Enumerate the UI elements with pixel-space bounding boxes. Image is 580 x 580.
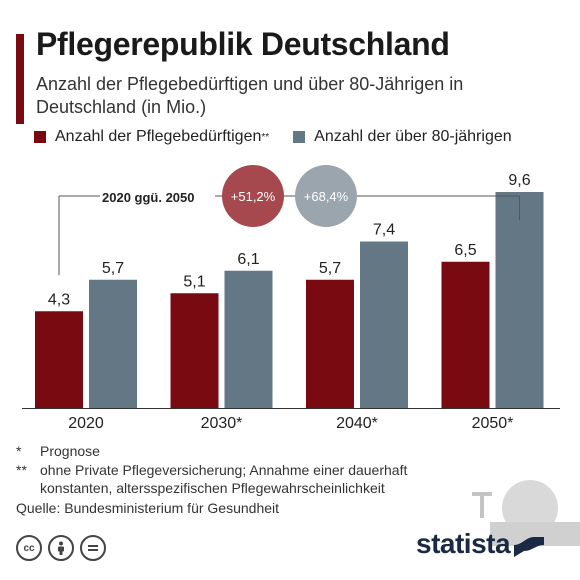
legend-label-series2: Anzahl der über 80-jährigen [314,128,512,145]
legend-item-ueber-80: Anzahl der über 80-jährigen [293,128,512,146]
data-label-1-2050: 6,5 [454,242,476,259]
bar-1-2030 [170,293,219,408]
watermark-logo [472,480,580,546]
legend-swatch-series1 [34,131,46,143]
accent-bar [16,34,24,124]
data-label-2-2040: 7,4 [373,222,395,239]
footnote-2-text: ohne Private Pflegeversicherung; Annahme… [40,461,408,497]
x-tick-label-2050: 2050* [472,415,514,432]
bar-1-2040 [306,279,354,408]
footnotes: * Prognose ** ohne Private Pflegeversich… [16,442,470,517]
chart-subtitle: Anzahl der Pflegebedürftigen und über 80… [36,74,464,117]
x-tick-label-2020: 2020 [68,415,104,432]
legend-swatch-series2 [293,131,306,143]
source-note: Quelle: Bundesministerium für Gesundheit [16,499,280,516]
bar-2-2030 [224,270,273,408]
statista-logo[interactable]: statista [416,528,545,560]
change-badge-label-2: +68,4% [304,189,349,204]
footnote-1-mark: * [16,443,22,459]
data-label-2-2050: 9,6 [508,172,530,189]
data-label-1-2030: 5,1 [183,273,205,290]
data-label-2-2020: 5,7 [102,260,124,277]
legend-item-pflegebeduerftige: Anzahl der Pflegebedürftigen ** [34,128,269,146]
legend-footnote-marker: ** [261,131,270,143]
bar-2-2020 [89,279,137,408]
footnote-1-text: Prognose [40,443,100,459]
statista-mark-icon [514,537,545,557]
x-tick-label-2040: 2040* [336,415,378,432]
annotation-label: 2020 ggü. 2050 [102,190,195,205]
legend-label-series1: Anzahl der Pflegebedürftigen [55,128,262,145]
bar-chart: 4,3 5,7 2020 5,1 6,1 2030* 5,7 7,4 2040* 6,5 9,6 20… [22,165,560,432]
bar-1-2020 [35,311,83,408]
data-label-2-2030: 6,1 [237,251,259,268]
attribution-icon [48,535,74,561]
change-badge-1 [222,165,284,227]
bar-1-2050 [441,261,490,408]
cc-icon: cc [16,535,42,561]
chart-title: Pflegerepublik Deutschland [36,26,450,62]
data-label-1-2040: 5,7 [319,260,341,277]
footnote-2-mark: ** [16,461,27,478]
x-tick-label-2030: 2030* [201,415,243,432]
footnote-2: ** ohne Private Pflegeversicherung; Anna… [16,461,470,498]
bar-2-2040 [360,241,408,408]
brand-wordmark: statista [416,528,511,559]
no-derivatives-icon [80,535,106,561]
change-badge-label-1: +51,2% [231,189,276,204]
bar-2-2050 [495,192,544,408]
footnote-1: * Prognose [16,442,470,461]
data-label-1-2020: 4,3 [48,291,70,308]
legend: Anzahl der Pflegebedürftigen ** Anzahl de… [34,128,536,146]
license-icons: cc [16,535,106,561]
change-badge-2 [295,165,357,227]
